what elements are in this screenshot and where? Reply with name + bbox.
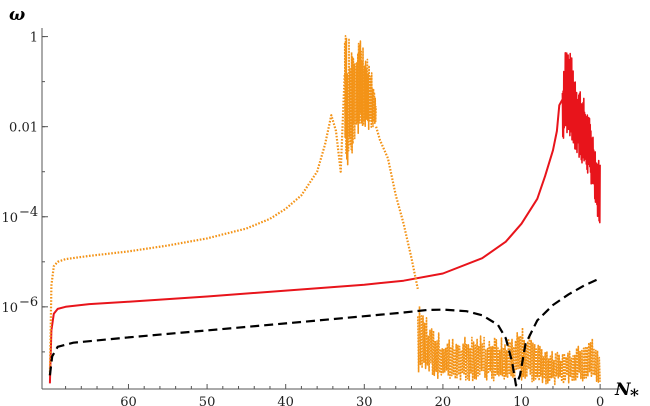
y-tick-label: 10 <box>1 301 18 316</box>
x-tick-label: 30 <box>356 395 373 406</box>
series-orange-dotted <box>48 35 601 386</box>
x-tick-label: 40 <box>277 395 294 406</box>
series-oscillation-late <box>417 305 601 386</box>
x-axis-label: N <box>614 380 632 400</box>
series-layer <box>48 35 601 387</box>
series-line <box>48 73 346 376</box>
x-tick-label: 50 <box>199 395 216 406</box>
y-tick-label: 10 <box>1 211 18 226</box>
x-tick-label: 60 <box>120 395 137 406</box>
y-tick-exponent: −4 <box>19 205 38 220</box>
x-tick-label: 20 <box>435 395 452 406</box>
series-oscillation <box>561 52 601 224</box>
series-line <box>48 99 564 384</box>
y-tick-exponent: −6 <box>19 295 38 310</box>
series-line <box>48 277 601 387</box>
series-tail <box>375 126 419 290</box>
axes <box>41 28 620 390</box>
series-oscillation <box>343 35 377 166</box>
x-tick-label: 10 <box>513 395 530 406</box>
y-tick-label: 0.01 <box>9 121 38 136</box>
x-axis-label-subscript: * <box>630 386 639 406</box>
x-tick-label: 0 <box>596 395 604 406</box>
series-black-dashed <box>48 277 601 387</box>
y-axis-label: ω <box>9 5 25 25</box>
y-tick-label: 1 <box>30 31 38 46</box>
series-red-solid <box>48 52 601 384</box>
